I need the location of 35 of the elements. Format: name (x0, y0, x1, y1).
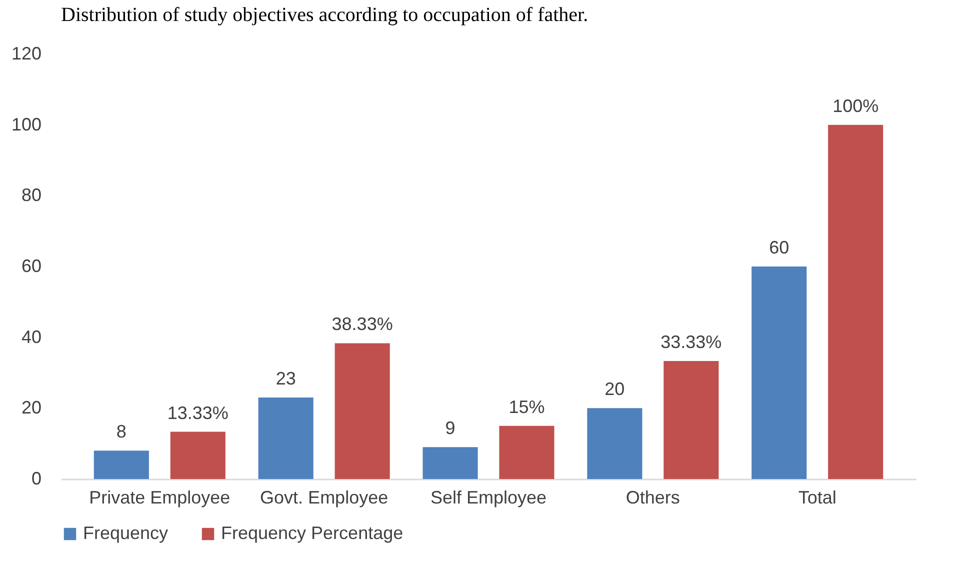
bar (828, 124, 884, 479)
y-tick-label: 40 (21, 326, 42, 347)
x-tick-label: Others (626, 488, 680, 508)
data-label: 8 (116, 422, 126, 442)
bar (94, 450, 149, 479)
bar (334, 343, 390, 479)
y-tick-label: 80 (21, 185, 42, 206)
bar (664, 360, 719, 479)
data-label: 100% (832, 96, 879, 116)
bar (499, 426, 554, 479)
bar (587, 408, 642, 479)
x-tick-label: Govt. Employee (260, 488, 388, 508)
data-label: 13.33% (167, 402, 228, 423)
y-tick-label: 20 (21, 398, 42, 418)
data-label: 38.33% (332, 314, 393, 334)
x-tick-label: Private Employee (89, 488, 230, 508)
y-tick-label: 60 (21, 256, 42, 276)
bar (170, 432, 226, 479)
bar (752, 266, 807, 479)
data-label: 60 (769, 238, 790, 258)
data-label: 15% (508, 396, 545, 417)
x-tick-label: Self Employee (430, 488, 547, 508)
data-label: 33.33% (660, 332, 722, 352)
x-tick-label: Total (798, 488, 836, 508)
bar (258, 398, 314, 479)
data-label: 23 (276, 368, 296, 389)
data-label: 9 (445, 418, 456, 438)
legend-label: Frequency Percentage (221, 523, 404, 543)
data-label: 20 (604, 379, 625, 400)
y-tick-label: 0 (31, 468, 42, 488)
chart-title: Distribution of study objectives according to occupation of father. (61, 4, 588, 26)
y-tick-label: 100 (11, 114, 42, 134)
y-tick-label: 120 (11, 44, 42, 64)
legend-label: Frequency (83, 523, 168, 543)
bar (422, 447, 478, 479)
